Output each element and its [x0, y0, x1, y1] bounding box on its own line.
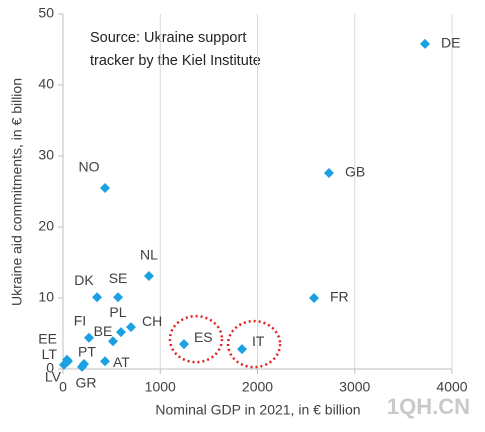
x-tick-label: 2000 — [242, 379, 273, 395]
point-label: DE — [441, 35, 460, 51]
y-tick-label: 40 — [38, 76, 54, 92]
highlight-circle — [168, 314, 224, 364]
point — [92, 292, 103, 303]
x-tick-label: 1000 — [145, 379, 176, 395]
point-label: DK — [74, 272, 94, 288]
point-label: NL — [140, 247, 158, 263]
point-label: LV — [45, 368, 62, 384]
point — [107, 336, 118, 347]
point-label: AT — [113, 354, 130, 370]
x-tick-label: 3000 — [339, 379, 370, 395]
y-tick-label: 50 — [38, 5, 54, 21]
point-label: BE — [94, 323, 113, 339]
point — [100, 182, 111, 193]
point-label: LT — [42, 346, 58, 362]
annotation: tracker by the Kiel Institute — [90, 53, 261, 69]
point — [143, 270, 154, 281]
annotation: Source: Ukraine support — [90, 30, 246, 46]
point — [62, 356, 73, 367]
point-label: FR — [330, 289, 349, 305]
point-label: FI — [74, 312, 86, 328]
x-tick-label: 0 — [59, 379, 67, 395]
point-label: NO — [79, 159, 100, 175]
x-axis-label: Nominal GDP in 2021, in € billion — [155, 402, 360, 418]
point — [237, 344, 248, 355]
point-label: GR — [75, 375, 96, 391]
point — [58, 359, 69, 370]
point-label: ES — [194, 329, 213, 345]
highlight-circle — [226, 319, 282, 369]
watermark: 1QH.CN — [387, 394, 470, 419]
x-tick-label: 4000 — [436, 379, 467, 395]
point — [100, 356, 111, 367]
point — [419, 38, 430, 49]
point — [178, 339, 189, 350]
point — [76, 361, 87, 372]
point-label: IT — [252, 333, 265, 349]
point — [125, 322, 136, 333]
point — [323, 168, 334, 179]
point — [113, 292, 124, 303]
y-tick-label: 0 — [46, 360, 54, 376]
y-tick-label: 10 — [38, 289, 54, 305]
point — [309, 293, 320, 303]
point-label: CH — [142, 313, 162, 329]
y-tick-label: 20 — [38, 218, 54, 234]
point-label: PT — [78, 344, 96, 360]
y-axis-label: Ukraine aid commitments, in € billion — [9, 78, 25, 306]
point-label: PL — [109, 304, 126, 320]
y-tick-label: 30 — [38, 147, 54, 163]
point-label: SE — [109, 270, 128, 286]
point — [83, 332, 94, 343]
point — [115, 327, 126, 338]
point-label: GB — [345, 164, 365, 180]
point-label: EE — [38, 330, 57, 346]
